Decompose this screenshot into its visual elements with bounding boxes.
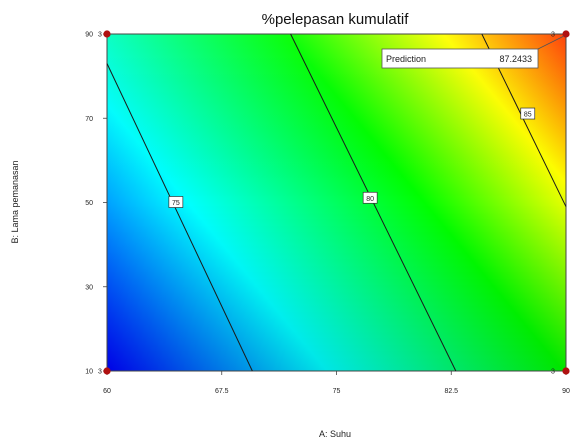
surface-shading [107,34,566,371]
design-point-count: 3 [98,32,102,39]
contour-label-85: 85 [524,112,532,119]
contour-line-75 [106,63,253,372]
y-tick-label: 30 [85,284,93,291]
design-point-count: 3 [98,369,102,376]
plot-area: 75 80 85 60 67.5 75 82.5 90 10 30 50 70 90 3 3 3 3 Predic… [85,30,570,395]
x-tick-label: 60 [103,388,111,395]
y-tick-label: 90 [85,32,93,39]
prediction-label: Prediction [386,54,426,64]
contour-label-75: 75 [172,200,180,207]
prediction-box [381,48,539,69]
design-point-marker [103,367,111,375]
contour-label-box-75 [168,196,184,208]
prediction-value: 87.2433 [499,54,532,64]
y-axis-label: B: Lama pemanasan [10,160,20,243]
y-tick-label: 70 [85,116,93,123]
contour-label-box-85 [520,107,536,120]
y-tick-label: 10 [85,369,93,376]
design-point-count: 3 [551,32,555,39]
prediction-pointer [537,35,565,50]
x-tick-label: 82.5 [444,388,458,395]
design-point-marker [103,30,111,38]
contour-label-80: 80 [366,196,374,203]
x-tick-label: 90 [562,388,570,395]
x-tick-label: 75 [333,388,341,395]
x-tick-label: 67.5 [215,388,229,395]
contour-label-box-80 [362,191,378,204]
x-axis-label: A: Suhu [319,429,351,439]
design-point-count: 3 [551,369,555,376]
chart-title: %pelepasan kumulatif [262,11,410,28]
design-point-marker [562,30,570,38]
design-point-marker [562,367,570,375]
y-tick-label: 50 [85,200,93,207]
